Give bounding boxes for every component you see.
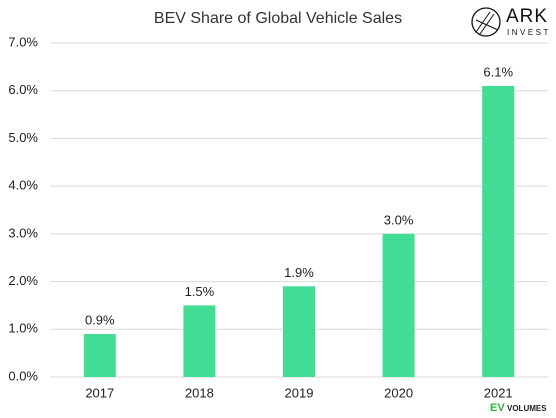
bar [83,334,116,377]
logo-lines [475,11,499,35]
y-tick-label: 3.0% [8,225,38,240]
x-tick-label: 2017 [85,385,114,400]
chart-title: BEV Share of Global Vehicle Sales [154,10,402,27]
x-tick-label: 2019 [285,385,314,400]
data-label: 1.5% [185,284,215,299]
x-tick-label: 2018 [185,385,214,400]
ark-logo: ARK INVEST [471,6,551,37]
y-tick-label: 0.0% [8,368,38,383]
data-label: 6.1% [483,64,513,79]
bar [183,305,216,377]
data-label: 3.0% [384,212,414,227]
y-tick-label: 1.0% [8,321,38,336]
y-tick-label: 2.0% [8,273,38,288]
y-tick-label: 4.0% [8,178,38,193]
bar [382,233,415,377]
data-label: 1.9% [284,265,314,280]
brand-sub: INVEST [507,28,551,37]
y-tick-label: 6.0% [8,82,38,97]
source-volumes: VOLUMES [507,404,547,413]
bar [482,85,515,377]
brand: ARK [506,6,548,27]
data-label: 0.9% [85,312,115,327]
bar [283,286,315,377]
y-tick-label: 7.0% [8,34,38,49]
x-tick-label: 2021 [484,385,513,400]
x-tick-label: 2020 [384,385,413,400]
source-ev: EV [490,402,505,414]
y-tick-label: 5.0% [8,130,38,145]
logo-circle [471,7,501,37]
